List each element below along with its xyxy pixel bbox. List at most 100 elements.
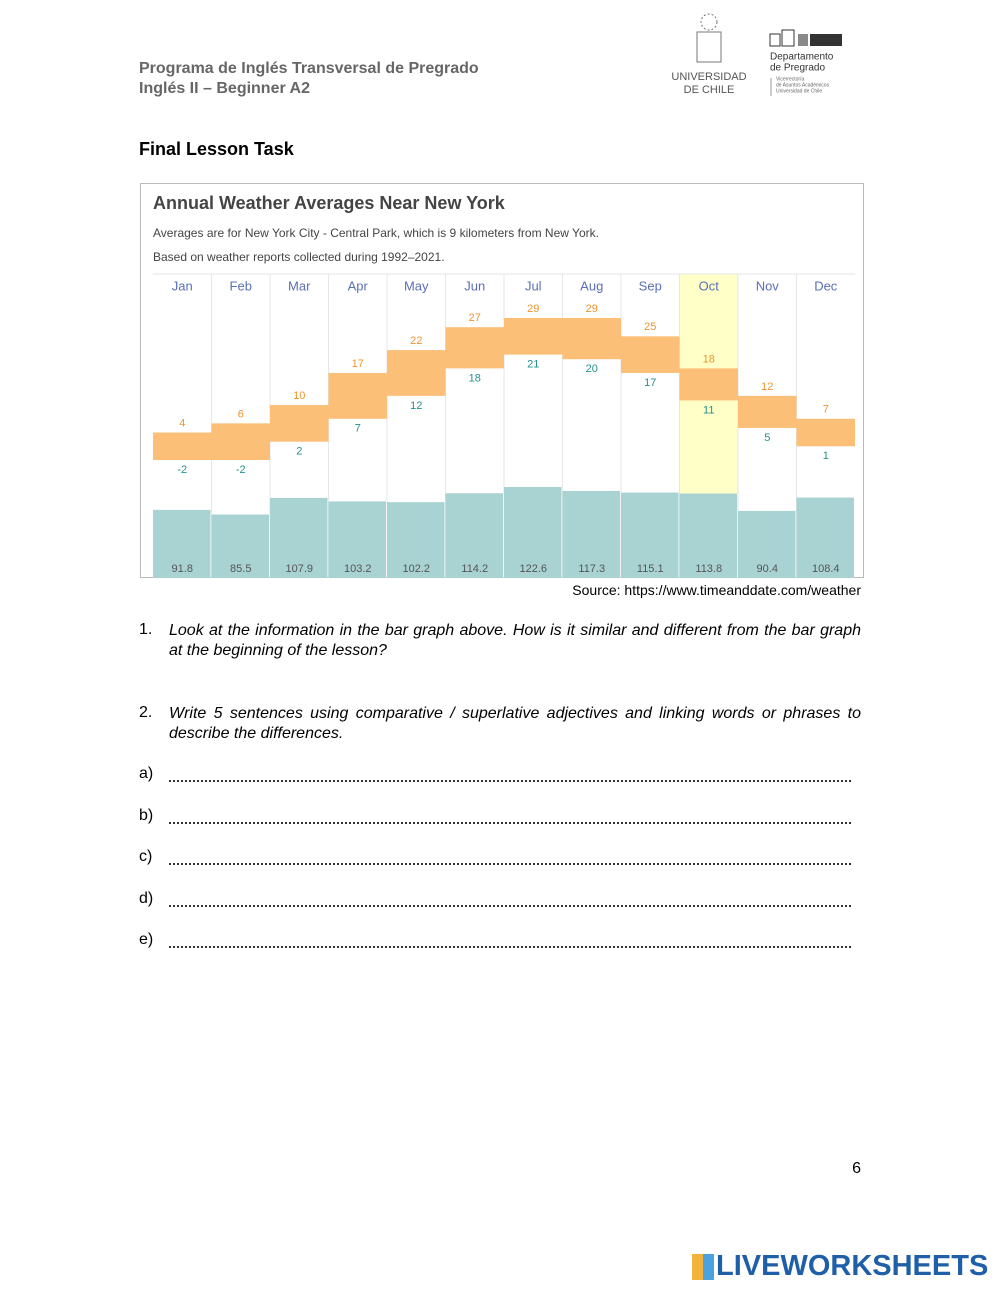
logo-box xyxy=(781,29,795,47)
precipitation-bar xyxy=(153,509,211,578)
month-label: Oct xyxy=(699,278,720,293)
logo-text: UNIVERSIDAD xyxy=(671,71,746,83)
temperature-range-bar xyxy=(738,395,797,428)
precipitation-bar xyxy=(328,501,386,578)
precipitation-bar xyxy=(445,493,503,578)
task-title: Final Lesson Task xyxy=(139,139,294,159)
high-label: 17 xyxy=(352,358,364,370)
precipitation-bar xyxy=(738,510,796,578)
logo-text: de Pregrado xyxy=(770,63,825,74)
answer-line: a) xyxy=(139,765,851,785)
footer-logo xyxy=(692,1254,714,1280)
temperature-range-bar xyxy=(796,418,855,447)
high-label: 4 xyxy=(179,417,185,429)
course: Inglés II – Beginner A2 xyxy=(139,80,311,97)
question-number: 2. xyxy=(139,704,153,721)
high-label: 7 xyxy=(823,404,829,416)
month-label: Aug xyxy=(580,278,603,293)
precipitation-label: 102.2 xyxy=(402,563,430,575)
temperature-range-bar xyxy=(504,318,563,355)
precipitation-label: 115.1 xyxy=(637,563,664,575)
low-label: 5 xyxy=(764,432,770,444)
logo-text: Departamento xyxy=(770,52,834,63)
source: Source: https://www.timeanddate.com/weat… xyxy=(572,582,861,598)
chart-title: Annual Weather Averages Near New York xyxy=(153,193,506,213)
logo-text: DE CHILE xyxy=(684,84,735,96)
precipitation-bar xyxy=(387,502,445,578)
question: 1. Look at the information in the bar gra… xyxy=(139,621,861,661)
emblem-sun xyxy=(700,13,718,31)
precipitation-label: 114.2 xyxy=(461,563,488,575)
temperature-range-bar xyxy=(387,350,446,396)
high-label: 27 xyxy=(469,312,481,324)
low-label: -2 xyxy=(177,464,187,476)
footer: LIVEWORKSHEETS xyxy=(716,1250,989,1282)
precipitation-label: 117.3 xyxy=(578,563,605,575)
low-label: 18 xyxy=(469,372,481,384)
chart-subtitle: Averages are for New York City - Central… xyxy=(153,226,599,240)
answer-blank[interactable] xyxy=(169,780,851,782)
answer-blank[interactable] xyxy=(169,904,851,907)
month-label: Mar xyxy=(288,278,311,293)
emblem-shield xyxy=(696,31,722,63)
month-label: Nov xyxy=(756,278,780,293)
temperature-range-bar xyxy=(211,423,270,460)
logo-box xyxy=(798,34,808,46)
answer-letter: d) xyxy=(139,889,154,907)
temperature-range-bar xyxy=(621,336,680,373)
low-label: 12 xyxy=(410,400,422,412)
precipitation-label: 122.6 xyxy=(519,563,547,575)
temperature-range-bar xyxy=(328,372,387,419)
month-label: Sep xyxy=(639,278,662,293)
precipitation-label: 103.2 xyxy=(344,563,372,575)
precipitation-label: 90.4 xyxy=(757,563,778,575)
month-label: Apr xyxy=(348,278,369,293)
low-label: -2 xyxy=(236,464,246,476)
logo-text: Vicerrectoría xyxy=(776,76,804,82)
precipitation-label: 108.4 xyxy=(812,563,840,575)
precipitation-bar xyxy=(270,497,328,578)
high-label: 6 xyxy=(238,408,244,420)
question-text: Look at the information in the bar graph… xyxy=(169,622,861,659)
low-label: 20 xyxy=(586,363,598,375)
high-label: 10 xyxy=(293,390,305,402)
low-label: 1 xyxy=(823,450,829,462)
high-label: 18 xyxy=(703,353,715,365)
answer-letter: b) xyxy=(139,806,154,824)
answer-line: d) xyxy=(139,890,851,910)
answer-letter: a) xyxy=(139,765,154,782)
month-label: Dec xyxy=(814,278,838,293)
month-label: May xyxy=(404,278,429,293)
low-label: 17 xyxy=(644,377,656,389)
answer-blank[interactable] xyxy=(169,821,851,824)
logo-text: de Asuntos Académicos xyxy=(776,82,830,88)
page-number: 6 xyxy=(852,1160,861,1177)
question: 2. Write 5 sentences using comparative / … xyxy=(139,704,861,744)
high-label: 29 xyxy=(527,303,539,315)
precipitation-bar xyxy=(562,490,620,578)
precipitation-bar xyxy=(211,514,269,578)
month-label: Jun xyxy=(464,278,485,293)
answer-line: b) xyxy=(139,807,851,827)
answer-line: e) xyxy=(139,931,851,951)
month-label: Feb xyxy=(230,278,252,293)
temperature-range-bar xyxy=(679,368,738,401)
temperature-range-bar xyxy=(153,432,212,460)
question-text: Write 5 sentences using comparative / su… xyxy=(169,705,861,742)
high-label: 22 xyxy=(410,335,422,347)
logo-text: Universidad de Chile xyxy=(776,88,822,94)
precipitation-label: 113.8 xyxy=(695,563,722,575)
precipitation-bar xyxy=(621,492,679,578)
month-label: Jan xyxy=(172,278,193,293)
answer-line: c) xyxy=(139,848,851,868)
low-label: 11 xyxy=(703,404,714,416)
logo-box xyxy=(810,34,842,46)
answer-blank[interactable] xyxy=(169,863,851,865)
precipitation-label: 107.9 xyxy=(285,563,313,575)
temperature-range-bar xyxy=(445,327,504,369)
chart-subtitle: Based on weather reports collected durin… xyxy=(153,250,445,264)
answer-letter: e) xyxy=(139,931,154,948)
answer-letter: c) xyxy=(139,848,153,865)
answer-blank[interactable] xyxy=(169,946,851,948)
